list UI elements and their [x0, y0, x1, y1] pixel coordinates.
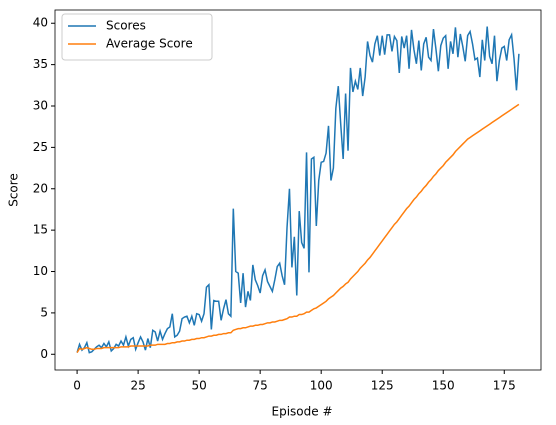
x-tick-label: 75 — [253, 379, 268, 393]
legend-box — [61, 13, 213, 61]
x-tick-label: 125 — [371, 379, 394, 393]
y-axis-label: Score — [7, 173, 21, 207]
y-tick-label: 10 — [33, 264, 48, 278]
x-axis-label: Episode # — [272, 405, 333, 419]
y-tick-label: 25 — [33, 140, 48, 154]
x-tick-label: 175 — [493, 379, 516, 393]
x-tick-label: 150 — [432, 379, 455, 393]
y-tick-label: 40 — [33, 16, 48, 30]
plot-frame — [54, 9, 542, 371]
y-tick-label: 30 — [33, 99, 48, 113]
x-tick-label: 100 — [310, 379, 333, 393]
y-tick-label: 5 — [40, 305, 48, 319]
y-tick-label: 0 — [40, 347, 48, 361]
y-tick-label: 15 — [33, 223, 48, 237]
y-tick-label: 35 — [33, 57, 48, 71]
x-tick-label: 50 — [191, 379, 206, 393]
x-tick-label: 25 — [130, 379, 145, 393]
x-tick-label: 0 — [73, 379, 81, 393]
y-tick-label: 20 — [33, 181, 48, 195]
series-line — [76, 103, 520, 354]
legend-label: Average Score — [106, 37, 193, 51]
series-line — [76, 26, 520, 354]
legend-label: Scores — [106, 19, 146, 33]
